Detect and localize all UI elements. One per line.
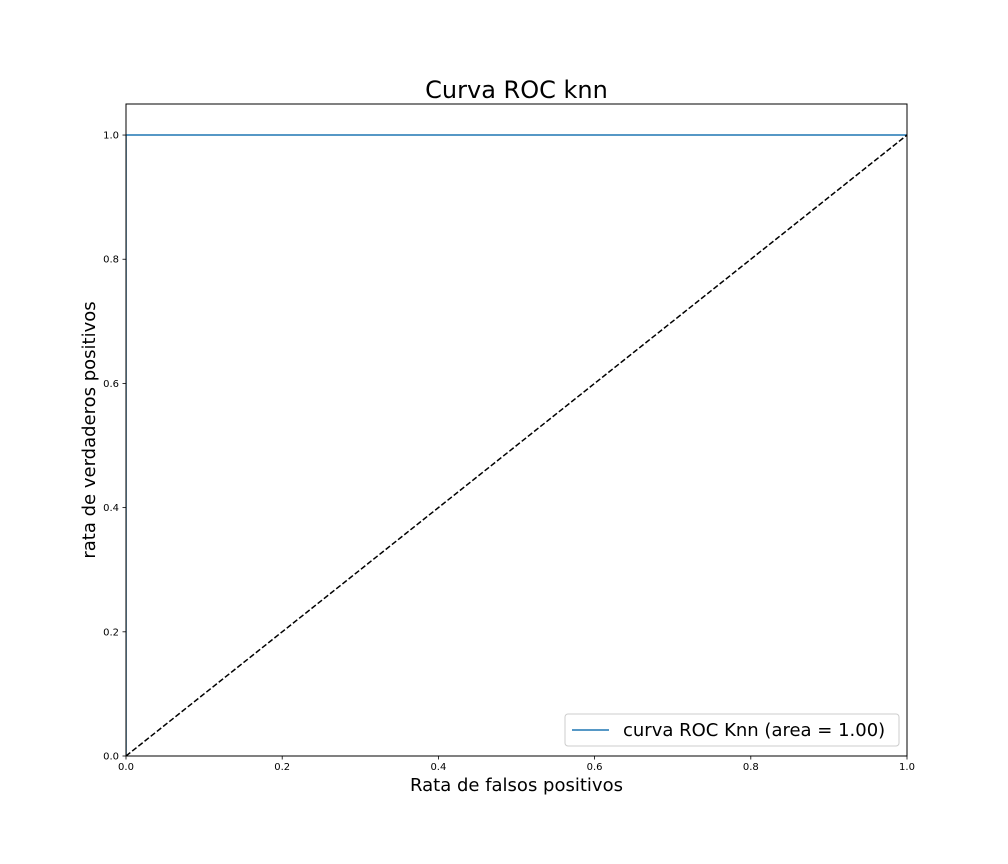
y-tick-label: 0.0 bbox=[103, 752, 119, 763]
plot-frame bbox=[125, 103, 908, 757]
y-tick-label: 0.6 bbox=[103, 379, 119, 390]
roc-curve-line bbox=[126, 134, 907, 756]
y-tick-label: 0.2 bbox=[103, 627, 119, 638]
y-tick-label: 0.4 bbox=[103, 503, 119, 514]
legend-label: curva ROC Knn (area = 1.00) bbox=[623, 720, 885, 741]
x-tick-label: 0.2 bbox=[274, 762, 290, 773]
diagonal-reference-line bbox=[126, 134, 907, 756]
x-tick-label: 0.6 bbox=[587, 762, 603, 773]
x-axis-title: Rata de falsos positivos bbox=[410, 775, 623, 796]
x-tick-label: 1.0 bbox=[899, 762, 915, 773]
x-tick-label: 0.4 bbox=[430, 762, 446, 773]
x-tick-label: 0.8 bbox=[743, 762, 759, 773]
y-axis-title: rata de verdaderos positivos bbox=[79, 301, 100, 558]
y-tick-label: 1.0 bbox=[103, 131, 119, 142]
legend: curva ROC Knn (area = 1.00) bbox=[564, 713, 900, 747]
x-tick-label: 0.0 bbox=[118, 762, 134, 773]
y-tick-label: 0.8 bbox=[103, 255, 119, 266]
legend-box bbox=[564, 713, 900, 747]
chart-title: Curva ROC knn bbox=[425, 76, 608, 104]
